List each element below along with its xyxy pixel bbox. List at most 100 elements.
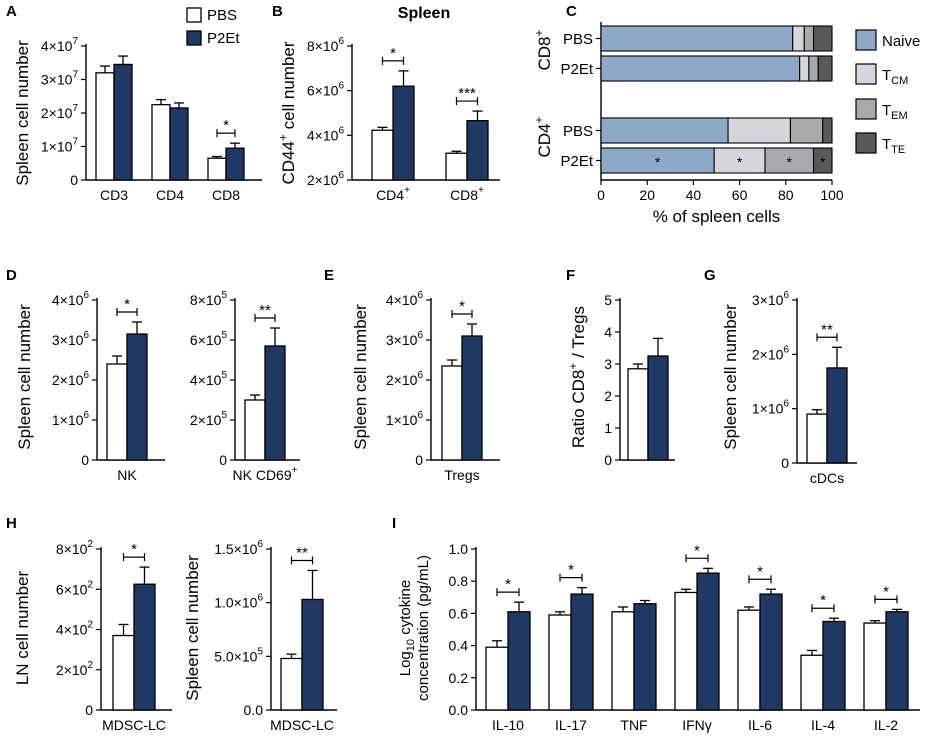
y-tick-label-base: 8×10 — [190, 292, 222, 308]
x-tick-label-base: NK CD69 — [233, 467, 292, 483]
significance-stars-text: ** — [296, 544, 308, 561]
y-tick-label: 1.0 — [449, 541, 469, 557]
y-tick-label: 1×106 — [752, 399, 790, 417]
bar-p2et-ratio — [647, 355, 669, 461]
legend-label-p2et-text: P2Et — [207, 30, 240, 47]
y-tick-label: 6×102 — [56, 579, 94, 597]
y-tick-label-base: 4 — [604, 324, 612, 340]
y-tick-label-base: 0 — [415, 452, 423, 468]
y-tick-label: 0.6 — [449, 605, 469, 621]
y-tick-label-base: 5.0×10 — [214, 648, 257, 664]
y-tick-label: 0 — [70, 172, 78, 188]
y-axis-label-rest: cell number — [279, 41, 298, 134]
y-tick-label-base: 0 — [219, 452, 227, 468]
stacked-segment-tte — [812, 147, 833, 174]
bar-p2et-CD4 — [169, 107, 189, 181]
significance-stars-text: * — [694, 542, 700, 559]
y-tick-label-base: 2×10 — [56, 662, 88, 678]
legend-label-naive: Naive — [882, 33, 920, 50]
chart-H2: 0.05.0×1051.0×1061.5×106MDSC-LC**Spleen … — [183, 539, 337, 733]
significance-stars-text: * — [223, 117, 229, 134]
y-tick-label-exp: 5 — [221, 410, 227, 421]
y-tick-label-exp: 6 — [83, 370, 89, 381]
y-axis-label: Spleen cell number — [15, 304, 34, 450]
chart-title-text: Spleen — [398, 5, 450, 22]
y-tick-label: 0 — [781, 455, 789, 471]
legend-swatch-p2et — [186, 30, 202, 46]
significance-stars: * — [694, 542, 700, 559]
y-tick-label-base: 0 — [81, 452, 89, 468]
bar-pbs-CD8 — [445, 152, 468, 181]
x-tick-label-base: CD4 — [376, 187, 404, 203]
y-axis-label-base: Spleen cell number — [13, 40, 32, 186]
y-tick-label-base: 2×10 — [190, 412, 222, 428]
significance-stars-text: * — [757, 563, 763, 580]
y-tick-label: 2×105 — [190, 410, 228, 428]
y-tick-label-exp: 6 — [83, 290, 89, 301]
stacked-segment-tem — [808, 55, 819, 82]
y-tick-label: 4×106 — [52, 290, 90, 308]
panel-label: I — [392, 515, 396, 532]
y-axis-label-line1-sub: 10 — [405, 639, 417, 651]
x-tick-label-base: cDCs — [810, 470, 844, 486]
bar-pbs-IL-6 — [737, 609, 761, 711]
bar-p2et-Tregs — [461, 335, 483, 461]
y-tick-label-exp: 6 — [338, 125, 344, 136]
significance-stars-text: * — [568, 562, 574, 579]
y-axis-label-line1: Log10 cytokine — [397, 580, 417, 676]
bar-pbs-cDCs — [806, 413, 828, 464]
y-tick-label: 2×106 — [386, 370, 424, 388]
y-tick-label: 8×106 — [307, 36, 345, 54]
significance-stars: * — [131, 541, 137, 558]
y-tick-label-exp: 6 — [338, 81, 344, 92]
row-label-text: P2Et — [560, 153, 593, 170]
row-label: PBS — [563, 31, 593, 48]
chart-title: Spleen — [398, 5, 450, 22]
y-tick-label-exp: 2 — [87, 579, 93, 590]
y-tick-label-base: 0 — [781, 455, 789, 471]
segment-significance: * — [737, 154, 743, 170]
significance-stars: * — [459, 298, 465, 315]
row-label-text: PBS — [563, 31, 593, 48]
x-tick-label-base: MDSC-LC — [102, 717, 166, 733]
y-tick-label: 1×106 — [52, 410, 90, 428]
group-label-sup: + — [532, 116, 546, 123]
y-tick-label: 3×107 — [41, 70, 79, 88]
bar-pbs-MDSC-LC — [112, 634, 135, 711]
y-tick-label-base: 3×10 — [386, 332, 418, 348]
stacked-segment-naive — [600, 117, 729, 144]
x-tick-label-base: IL-2 — [874, 717, 898, 733]
x-tick-label-text: 60 — [732, 187, 748, 203]
significance-stars: *** — [458, 85, 476, 102]
bar-p2et-MDSC-LC — [133, 583, 156, 711]
segment-significance-text: * — [820, 154, 826, 170]
y-tick-label: 1.5×106 — [214, 539, 263, 557]
bar-p2et-CD8 — [225, 147, 245, 181]
x-tick-label-base: Tregs — [444, 467, 479, 483]
stacked-segment-tte — [817, 55, 833, 82]
y-axis-label-base: CD44 — [279, 141, 298, 184]
y-tick-label-base: 1×10 — [41, 139, 73, 155]
y-tick-label-base: 6×10 — [307, 83, 339, 99]
y-tick-label-exp: 6 — [83, 330, 89, 341]
stacked-segment-tcm — [727, 117, 791, 144]
panel-label-text: A — [6, 3, 17, 20]
x-tick-label: 60 — [732, 187, 748, 203]
x-tick-label: IFNγ — [682, 717, 712, 733]
y-tick-label-base: 2×10 — [41, 105, 73, 121]
y-tick-label-base: 3×10 — [52, 332, 84, 348]
y-tick-label: 2 — [604, 388, 612, 404]
stacked-segment-tte — [822, 117, 833, 144]
x-tick-label-base: TNF — [620, 717, 647, 733]
y-tick-label-exp: 6 — [417, 330, 423, 341]
legend-label-naive-base: Naive — [882, 33, 920, 50]
y-tick-label-base: 0.6 — [449, 605, 469, 621]
bar-p2et-IFNγ — [696, 572, 720, 711]
bar-pbs-IFNγ — [674, 591, 698, 711]
y-tick-label-base: 4×10 — [190, 372, 222, 388]
x-axis-label: % of spleen cells — [653, 207, 781, 226]
